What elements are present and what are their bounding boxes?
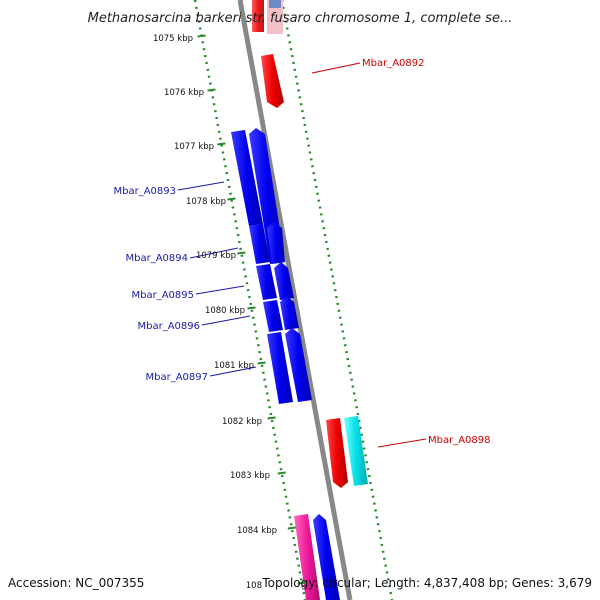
gene-Mbar_A0897-arrow[interactable] — [285, 328, 312, 402]
leader-Mbar_A0892 — [311, 62, 361, 74]
tick-mark — [197, 34, 206, 38]
topology-text: Topology: circular; Length: 4,837,408 bp… — [261, 576, 592, 590]
tick-label-1079: 1079 kbp — [196, 251, 236, 261]
label-Mbar_A0892[interactable]: Mbar_A0892 — [362, 58, 425, 69]
tick-label-1078: 1078 kbp — [186, 197, 226, 207]
tick-label-1081: 1081 kbp — [214, 361, 254, 371]
leader-Mbar_A0894 — [189, 247, 239, 259]
tick-label-1082: 1082 kbp — [222, 417, 262, 427]
tick-mark — [297, 581, 307, 585]
tick-mark — [217, 142, 226, 146]
gene-blue-bottom[interactable] — [313, 514, 340, 600]
gene-cyan[interactable] — [344, 416, 368, 486]
tick-mark — [257, 361, 266, 365]
label-Mbar_A0898[interactable]: Mbar_A0898 — [428, 435, 491, 446]
tick-mark — [207, 88, 216, 92]
gene-Mbar_A0897-block[interactable] — [267, 332, 293, 404]
tick-mark — [227, 197, 236, 201]
chromosome-backbone — [237, 0, 353, 600]
gene-Mbar_A0893-left[interactable] — [231, 130, 263, 226]
leader-Mbar_A0897 — [209, 366, 257, 377]
map-title: Methanosarcina barkeri str. fusaro chrom… — [88, 11, 513, 26]
tick-label-1085-partial: 108 — [246, 581, 262, 591]
tick-label-1080: 1080 kbp — [205, 306, 245, 316]
tick-mark — [277, 471, 286, 475]
gene-magenta[interactable] — [294, 514, 320, 600]
gene-Mbar_A0895-arrow[interactable] — [274, 262, 294, 300]
tick-label-1076: 1076 kbp — [164, 88, 204, 98]
gene-Mbar_A0895-block[interactable] — [256, 264, 277, 300]
tick-label-1077: 1077 kbp — [174, 142, 214, 152]
tick-label-1075: 1075 kbp — [153, 34, 193, 44]
label-Mbar_A0893[interactable]: Mbar_A0893 — [113, 186, 176, 197]
tick-label-1084: 1084 kbp — [237, 526, 277, 536]
leader-Mbar_A0898 — [377, 438, 427, 448]
gene-Mbar_A0898[interactable] — [326, 418, 348, 488]
label-Mbar_A0894[interactable]: Mbar_A0894 — [125, 253, 188, 264]
tick-mark — [287, 526, 296, 530]
tick-mark — [267, 416, 276, 420]
tick-marks — [197, 34, 307, 585]
tick-label-1083: 1083 kbp — [230, 471, 270, 481]
gene-partial-pink[interactable] — [267, 0, 283, 34]
gene-partial-red[interactable] — [252, 0, 264, 32]
gene-partial-blue[interactable] — [269, 0, 281, 8]
label-Mbar_A0896[interactable]: Mbar_A0896 — [137, 321, 200, 332]
gene-Mbar_A0896-arrow[interactable] — [280, 296, 299, 330]
leader-Mbar_A0893 — [177, 181, 225, 191]
leader-Mbar_A0895 — [195, 285, 245, 295]
accession-text: Accession: NC_007355 — [8, 576, 144, 590]
tick-track-inner — [280, 0, 394, 600]
gene-Mbar_A0896-block[interactable] — [263, 300, 283, 332]
label-Mbar_A0897[interactable]: Mbar_A0897 — [145, 372, 208, 383]
tick-mark — [247, 306, 256, 310]
gene-Mbar_A0892[interactable] — [261, 54, 284, 108]
leader-Mbar_A0896 — [201, 315, 251, 326]
gene-Mbar_A0894-arrow[interactable] — [267, 222, 285, 264]
tick-mark — [237, 251, 246, 255]
gene-Mbar_A0894-block[interactable] — [249, 224, 270, 264]
label-Mbar_A0895[interactable]: Mbar_A0895 — [131, 290, 194, 301]
